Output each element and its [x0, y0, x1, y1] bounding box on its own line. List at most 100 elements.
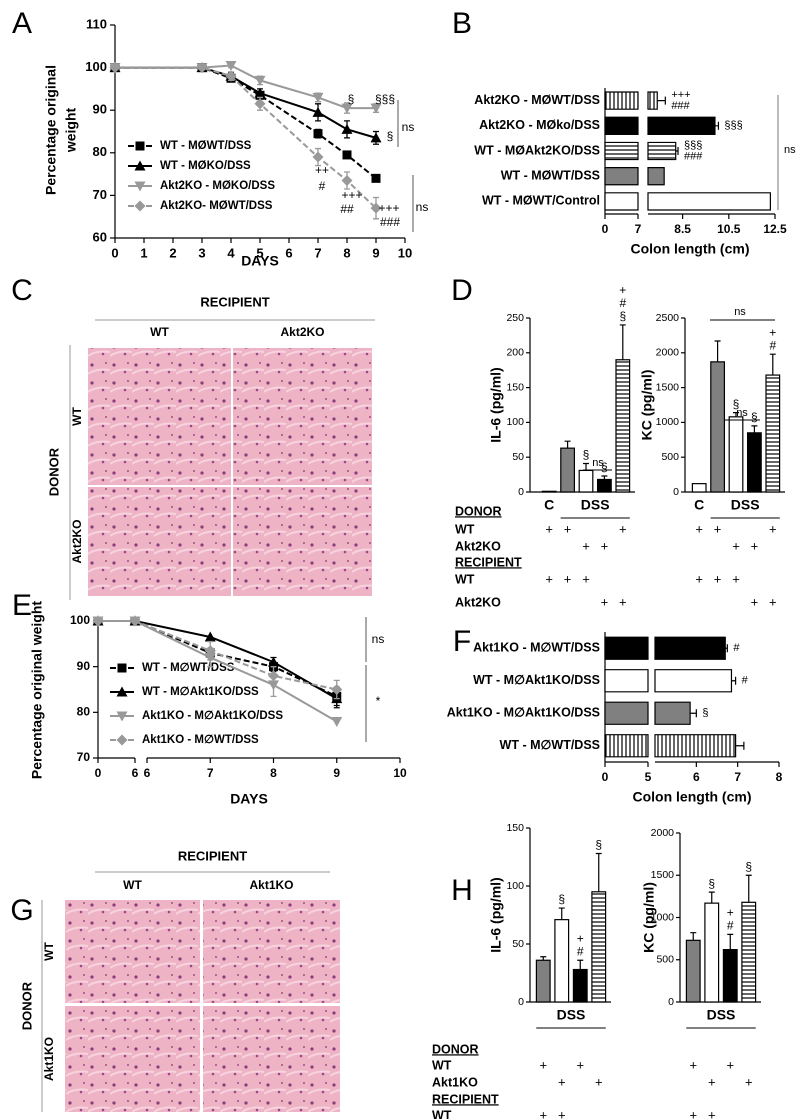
table-mark: +	[714, 521, 722, 536]
table-mark: +	[695, 571, 703, 586]
x-tick-label: 7	[734, 770, 741, 784]
x-tick-label: 6	[144, 766, 151, 780]
y-tick-label: 500	[656, 954, 674, 966]
x-tick-label: 6	[285, 245, 292, 260]
x-tick-label: 5	[645, 770, 652, 784]
histology-row-label: WT	[42, 942, 56, 961]
x-tick-label: 8	[776, 770, 783, 784]
y-tick-label: 70	[77, 750, 91, 764]
bar-annotation: §	[733, 397, 740, 411]
marker	[313, 129, 323, 139]
x-tick-label: 10	[398, 245, 412, 260]
y-tick-label: 60	[93, 229, 107, 244]
histology-image	[65, 1006, 200, 1112]
histology-title: RECIPIENT	[200, 294, 269, 309]
error-bar	[733, 412, 739, 417]
y-tick-label: 200	[506, 347, 524, 359]
marker	[341, 123, 353, 134]
error-bar	[577, 959, 584, 970]
table-mark: +	[689, 1107, 697, 1119]
series-line	[115, 64, 376, 110]
bar	[604, 141, 677, 161]
x-tick-label: 7	[207, 766, 214, 780]
marker	[268, 670, 279, 682]
bar-annotation: #	[769, 338, 776, 352]
y-tick-label: 90	[93, 102, 107, 117]
error-bar	[745, 874, 752, 903]
bar	[615, 359, 631, 493]
bar-annotation: +	[727, 906, 734, 920]
bar-annotation: §	[595, 838, 602, 852]
error-bar	[714, 340, 721, 362]
category-label: WT - MØWT/Control	[482, 194, 600, 208]
table-mark: +	[695, 521, 703, 536]
table-mark: +	[545, 571, 553, 586]
table-section-title: DONOR	[432, 1042, 479, 1056]
bar	[572, 968, 588, 1003]
histology-row-title: DONOR	[19, 981, 34, 1030]
y-tick-label: 150	[506, 822, 524, 834]
annotation: ns	[736, 407, 748, 419]
bar	[604, 734, 737, 758]
table-mark: +	[601, 538, 609, 553]
annotation: +++	[378, 201, 399, 215]
histology-row-title: DONOR	[46, 447, 61, 496]
error-bar	[769, 353, 776, 376]
error-bar	[601, 475, 608, 480]
histology-image	[65, 900, 200, 1003]
panel-label: E	[12, 589, 32, 622]
marker	[204, 631, 216, 642]
annotation: ns	[402, 120, 415, 134]
marker	[204, 645, 216, 657]
table-mark: +	[769, 594, 777, 609]
group-label: DSS	[707, 1007, 736, 1023]
marker	[92, 615, 104, 627]
bar	[560, 447, 576, 493]
error-bar	[714, 121, 720, 130]
annotation: *	[376, 694, 381, 708]
table-mark: +	[545, 521, 553, 536]
table-mark: +	[619, 594, 627, 609]
x-tick-label: 1	[140, 245, 147, 260]
error-bar	[735, 741, 745, 750]
x-axis-label: Colon length (cm)	[631, 241, 750, 257]
table-row-label: Akt2KO	[455, 539, 501, 553]
marker	[370, 103, 382, 114]
bar	[604, 636, 726, 660]
x-axis-label: DAYS	[241, 253, 279, 269]
error-bar	[708, 891, 715, 904]
y-tick-label: 100	[85, 59, 107, 74]
marker	[254, 75, 266, 86]
table-section-title: RECIPIENT	[432, 1092, 499, 1106]
histology-image	[203, 900, 340, 1003]
marker	[268, 656, 279, 667]
table-mark: +	[726, 1057, 734, 1072]
bar	[710, 361, 726, 493]
bar	[741, 901, 757, 1003]
marker	[331, 684, 343, 695]
bar-annotation: ###	[671, 100, 690, 112]
category-label: C	[544, 497, 554, 513]
table-mark: +	[745, 1074, 753, 1089]
panel-label: B	[452, 7, 472, 40]
panel-label: H	[451, 874, 473, 907]
table-mark: +	[751, 594, 759, 609]
y-tick-label: 0	[518, 486, 524, 498]
category-label: Akt1KO - M∅WT/DSS	[473, 641, 600, 655]
table-mark: +	[708, 1074, 716, 1089]
x-tick-label: 0	[602, 222, 609, 236]
annotation: #	[319, 179, 326, 193]
y-tick-label: 250	[506, 312, 524, 324]
bar-annotation: §	[702, 707, 708, 719]
annotation: ###	[380, 215, 400, 229]
marker	[225, 70, 237, 82]
table-mark: +	[769, 521, 777, 536]
y-tick-label: 150	[506, 381, 524, 393]
error-bar	[564, 440, 571, 449]
bar	[604, 116, 716, 135]
bar	[722, 949, 738, 1003]
marker	[331, 716, 343, 727]
legend-label: Akt1KO - M∅Akt1KO/DSS	[142, 710, 283, 722]
series-line	[115, 66, 377, 139]
legend-label: Akt2KO- MØWT/DSS	[160, 200, 273, 212]
